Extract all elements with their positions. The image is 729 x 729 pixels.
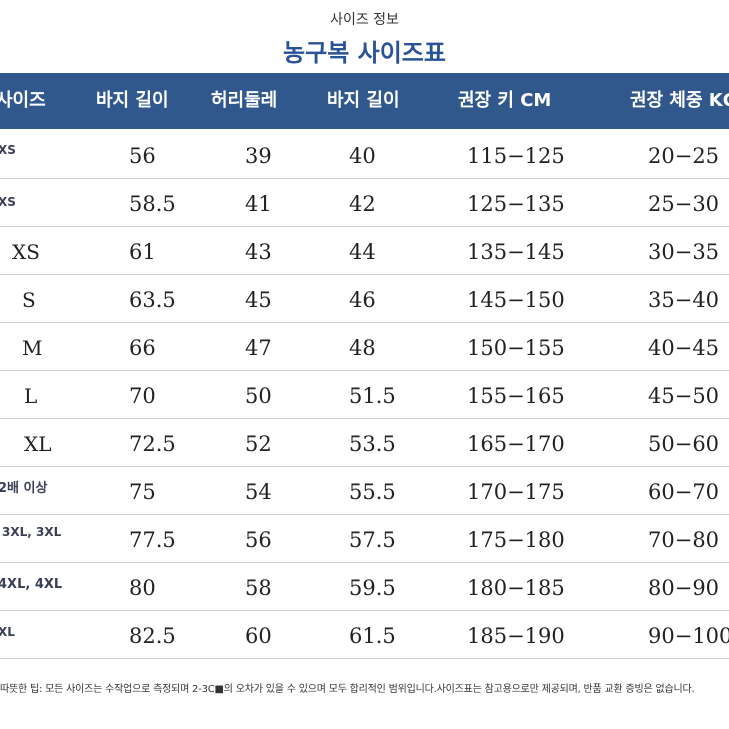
cell-waist: 50 bbox=[245, 384, 272, 408]
cell-waist: 52 bbox=[245, 432, 272, 456]
cell-height: 180−185 bbox=[467, 576, 565, 600]
cell-height: 125−135 bbox=[467, 192, 565, 216]
cell-height: 150−155 bbox=[467, 336, 565, 360]
cell-waist: 39 bbox=[245, 144, 272, 168]
cell-pants-length-2: 61.5 bbox=[349, 624, 396, 648]
cell-pants-length-2: 40 bbox=[349, 144, 376, 168]
cell-size: 3XL, 3XL bbox=[2, 525, 62, 539]
table-row: XL 72.5 52 53.5 165−170 50−60 bbox=[0, 418, 729, 467]
cell-pants-length-2: 42 bbox=[349, 192, 376, 216]
cell-pants-length: 66 bbox=[129, 336, 156, 360]
cell-pants-length-2: 44 bbox=[349, 240, 376, 264]
cell-waist: 54 bbox=[245, 480, 272, 504]
table-row: M 66 47 48 150−155 40−45 bbox=[0, 322, 729, 371]
cell-height: 145−150 bbox=[467, 288, 565, 312]
cell-pants-length: 77.5 bbox=[129, 528, 176, 552]
table-row: L 70 50 51.5 155−165 45−50 bbox=[0, 370, 729, 419]
cell-size: XS bbox=[0, 143, 16, 157]
cell-size: XL bbox=[24, 432, 52, 456]
cell-size: L bbox=[24, 384, 38, 408]
cell-weight: 40−45 bbox=[648, 336, 720, 360]
header-pants-length-2: 바지 길이 bbox=[327, 90, 400, 111]
table-row: 2배 이상 75 54 55.5 170−175 60−70 bbox=[0, 466, 729, 515]
cell-size: XS bbox=[0, 195, 16, 209]
table-row: XS 58.5 41 42 125−135 25−30 bbox=[0, 178, 729, 227]
cell-weight: 20−25 bbox=[648, 144, 720, 168]
cell-pants-length-2: 48 bbox=[349, 336, 376, 360]
table-row: XS 61 43 44 135−145 30−35 bbox=[0, 226, 729, 275]
cell-height: 175−180 bbox=[467, 528, 565, 552]
cell-pants-length: 75 bbox=[129, 480, 156, 504]
cell-pants-length-2: 59.5 bbox=[349, 576, 396, 600]
cell-waist: 47 bbox=[245, 336, 272, 360]
cell-weight: 45−50 bbox=[648, 384, 720, 408]
cell-waist: 43 bbox=[245, 240, 272, 264]
cell-waist: 60 bbox=[245, 624, 272, 648]
header-pants-length: 바지 길이 bbox=[96, 90, 169, 111]
cell-pants-length: 56 bbox=[129, 144, 156, 168]
cell-size: 4XL, 4XL bbox=[0, 577, 63, 592]
cell-size: M bbox=[22, 336, 43, 360]
cell-height: 115−125 bbox=[467, 144, 565, 168]
cell-weight: 80−90 bbox=[648, 576, 720, 600]
cell-waist: 58 bbox=[245, 576, 272, 600]
cell-weight: 70−80 bbox=[648, 528, 720, 552]
cell-height: 170−175 bbox=[467, 480, 565, 504]
footer-note: 따뜻한 팁: 모든 사이즈는 수작업으로 측정되며 2-3C■의 오차가 있을 … bbox=[0, 684, 695, 695]
cell-weight: 30−35 bbox=[648, 240, 720, 264]
cell-pants-length: 61 bbox=[129, 240, 156, 264]
cell-size: S bbox=[22, 288, 36, 312]
cell-size: XL bbox=[0, 625, 15, 639]
cell-waist: 56 bbox=[245, 528, 272, 552]
header-height: 권장 키 CM bbox=[458, 90, 552, 111]
cell-weight: 60−70 bbox=[648, 480, 720, 504]
cell-height: 185−190 bbox=[467, 624, 565, 648]
header-size: 사이즈 bbox=[0, 90, 46, 111]
cell-size: XS bbox=[12, 240, 40, 264]
cell-pants-length: 82.5 bbox=[129, 624, 176, 648]
cell-weight: 25−30 bbox=[648, 192, 720, 216]
cell-weight: 35−40 bbox=[648, 288, 720, 312]
header-waist: 허리둘레 bbox=[211, 90, 278, 111]
table-row: XL 82.5 60 61.5 185−190 90−100 bbox=[0, 610, 729, 659]
cell-pants-length-2: 55.5 bbox=[349, 480, 396, 504]
table-row: 4XL, 4XL 80 58 59.5 180−185 80−90 bbox=[0, 562, 729, 611]
cell-size: 2배 이상 bbox=[0, 481, 48, 496]
table-row: 3XL, 3XL 77.5 56 57.5 175−180 70−80 bbox=[0, 514, 729, 563]
cell-waist: 45 bbox=[245, 288, 272, 312]
cell-pants-length: 63.5 bbox=[129, 288, 176, 312]
cell-pants-length-2: 57.5 bbox=[349, 528, 396, 552]
page-title: 농구복 사이즈표 bbox=[283, 39, 446, 67]
cell-height: 155−165 bbox=[467, 384, 565, 408]
cell-waist: 41 bbox=[245, 192, 272, 216]
table-row: XS 56 39 40 115−125 20−25 bbox=[0, 130, 729, 179]
cell-pants-length: 72.5 bbox=[129, 432, 176, 456]
cell-height: 165−170 bbox=[467, 432, 565, 456]
subtitle: 사이즈 정보 bbox=[330, 12, 399, 28]
table-header: 사이즈 바지 길이 허리둘레 바지 길이 권장 키 CM 권장 체중 KG bbox=[0, 73, 729, 129]
cell-pants-length-2: 51.5 bbox=[349, 384, 396, 408]
cell-weight: 50−60 bbox=[648, 432, 720, 456]
cell-pants-length: 80 bbox=[129, 576, 156, 600]
header-weight: 권장 체중 KG bbox=[630, 90, 729, 111]
cell-pants-length: 58.5 bbox=[129, 192, 176, 216]
cell-pants-length: 70 bbox=[129, 384, 156, 408]
cell-pants-length-2: 46 bbox=[349, 288, 376, 312]
table-row: S 63.5 45 46 145−150 35−40 bbox=[0, 274, 729, 323]
cell-height: 135−145 bbox=[467, 240, 565, 264]
cell-weight: 90−100 bbox=[648, 624, 729, 648]
cell-pants-length-2: 53.5 bbox=[349, 432, 396, 456]
